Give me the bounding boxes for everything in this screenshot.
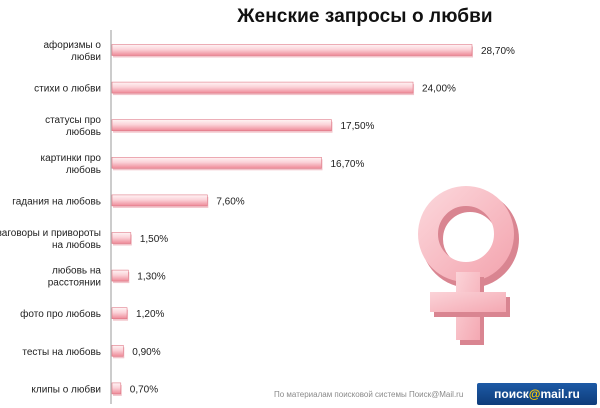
- category-label: тесты на любовь: [22, 346, 101, 358]
- category-label: любовь на расстоянии: [48, 265, 102, 289]
- category-label: гадания на любовь: [12, 195, 101, 207]
- value-label: 0,90%: [132, 347, 160, 358]
- category-label-line: картинки про: [41, 153, 102, 164]
- category-label: заговоры и привороты на любовь: [0, 228, 101, 251]
- female-symbol-icon: [418, 186, 519, 345]
- category-label-line: афоризмы о: [44, 39, 102, 51]
- category-label-line: любви: [71, 51, 101, 63]
- bar: [111, 194, 208, 207]
- value-label: 1,50%: [140, 234, 168, 245]
- bar: [111, 307, 128, 320]
- category-label-line: стихи о любви: [34, 83, 101, 95]
- category-label: статусы про любовь: [45, 115, 101, 138]
- category-label-line: расстоянии: [48, 278, 101, 289]
- value-label: 1,20%: [136, 309, 164, 320]
- bar: [111, 382, 122, 395]
- bars-group: [111, 44, 473, 396]
- value-label: 7,60%: [216, 196, 244, 207]
- logo-at: @: [528, 387, 541, 401]
- logo-right: mail.ru: [540, 387, 580, 401]
- category-label-line: любовь на: [52, 265, 101, 277]
- category-label: фото про любовь: [20, 308, 101, 320]
- category-label: афоризмы о любви: [44, 39, 102, 63]
- value-label: 24,00%: [422, 84, 456, 95]
- bar: [111, 344, 124, 357]
- category-label-line: гадания на любовь: [12, 195, 101, 207]
- category-label-line: на любовь: [52, 239, 101, 251]
- bar: [111, 119, 332, 131]
- labels-group: 28,70% афоризмы о любви 24,00% стихи о любви…: [0, 39, 515, 395]
- category-label-line: статусы про: [45, 115, 101, 126]
- category-label-line: фото про любовь: [20, 308, 101, 320]
- value-label: 16,70%: [330, 159, 364, 170]
- poisk-mail-logo: поиск@mail.ru: [477, 383, 597, 405]
- category-label-line: заговоры и привороты: [0, 228, 101, 239]
- source-note: По материалам поисковой системы Поиск@Ma…: [274, 390, 464, 399]
- bar: [111, 232, 132, 244]
- category-label-line: клипы о любви: [31, 383, 101, 395]
- category-label-line: любовь: [66, 126, 101, 138]
- category-label: клипы о любви: [31, 383, 101, 395]
- value-label: 17,50%: [341, 121, 375, 132]
- category-label-line: тесты на любовь: [22, 346, 101, 358]
- bar: [111, 157, 322, 169]
- bar: [111, 44, 473, 56]
- value-label: 0,70%: [130, 384, 158, 395]
- bar: [111, 269, 129, 282]
- logo-left: поиск: [494, 387, 529, 401]
- value-label: 28,70%: [481, 46, 515, 57]
- category-label: стихи о любви: [34, 83, 101, 95]
- chart-title: Женские запросы о любви: [237, 6, 493, 27]
- category-label-line: любовь: [66, 164, 101, 176]
- bar: [111, 81, 414, 94]
- value-label: 1,30%: [137, 272, 165, 283]
- category-label: картинки про любовь: [41, 153, 102, 176]
